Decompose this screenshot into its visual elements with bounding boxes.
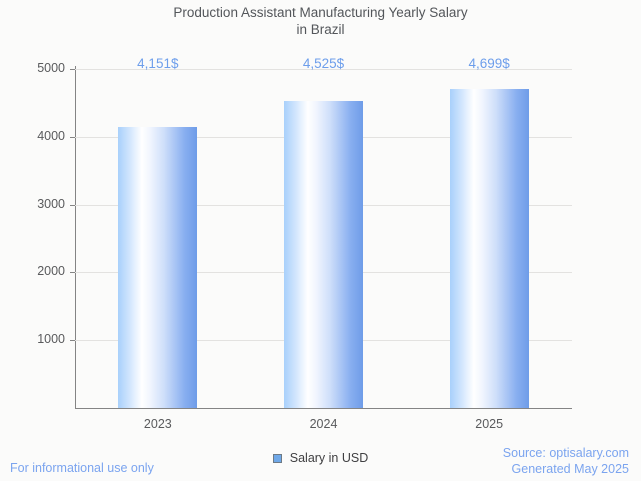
x-axis-tick-label-2025: 2025 (475, 417, 504, 431)
gridline (75, 69, 572, 70)
bar-value-label-2023: 4,151$ (137, 56, 179, 71)
y-axis-tick-label: 3000 (37, 196, 65, 211)
source-block: Source: optisalary.com Generated May 202… (503, 446, 629, 477)
legend-swatch-salary-in-usd (272, 453, 282, 463)
bar-value-label-2024: 4,525$ (302, 56, 345, 71)
chart-title: Production Assistant Manufacturing Yearl… (173, 5, 468, 37)
x-axis-line (75, 408, 572, 409)
y-axis-tick-label: 1000 (37, 332, 65, 347)
x-axis-tick-label-2024: 2024 (309, 417, 338, 431)
generated-date-text: Generated May 2025 (511, 461, 629, 476)
bar-2024[interactable] (284, 101, 363, 408)
chart-legend: Salary in USD (0, 451, 641, 465)
y-tick-mark (70, 340, 75, 342)
y-axis-tick-label: 4000 (37, 128, 65, 143)
legend-label-salary-in-usd: Salary in USD (289, 451, 369, 465)
y-tick-mark (70, 272, 75, 274)
bar-2023[interactable] (118, 126, 198, 408)
y-tick-mark (70, 204, 75, 206)
bar-value-label-2025: 4,699$ (468, 56, 510, 71)
x-axis-tick-label-2023: 2023 (143, 417, 172, 431)
plot-area: 1000 2000 3000 4000 5000 4,151$ 2023 4,525$ 2024… (37, 56, 572, 431)
bar-2025[interactable] (449, 89, 529, 408)
y-axis-line (75, 66, 76, 409)
y-tick-mark (70, 69, 75, 70)
y-tick-mark (70, 136, 75, 138)
y-axis-tick-label: 2000 (37, 264, 65, 279)
source-text: Source: optisalary.com (502, 446, 629, 460)
disclaimer-text: For informational use only (10, 461, 154, 475)
y-axis-tick-label: 5000 (37, 61, 65, 75)
